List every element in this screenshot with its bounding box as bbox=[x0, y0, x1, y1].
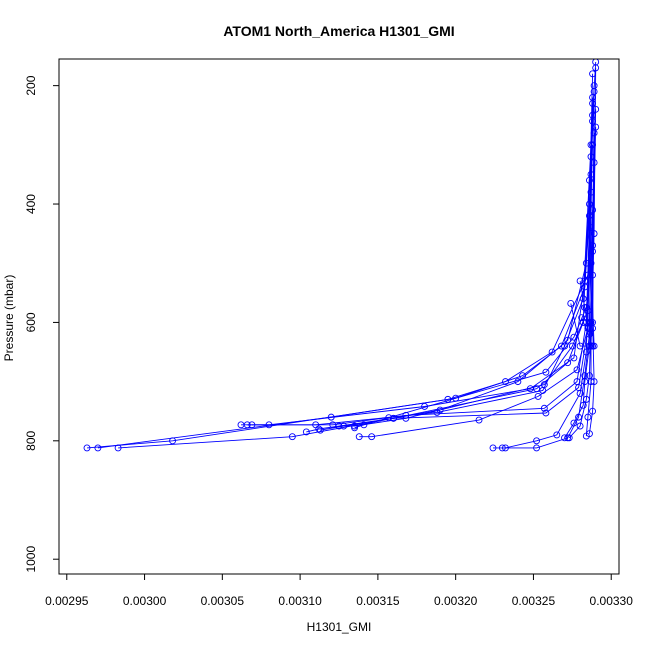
data-point bbox=[248, 421, 256, 429]
x-tick-label: 0.00295 bbox=[45, 594, 89, 608]
data-point bbox=[288, 433, 296, 441]
data-point bbox=[590, 230, 598, 238]
data-point bbox=[498, 444, 506, 452]
y-axis: 200 400 600 800 1000 bbox=[24, 75, 59, 573]
data-point bbox=[489, 444, 497, 452]
data-point bbox=[579, 401, 587, 409]
data-point bbox=[585, 176, 593, 184]
data-point bbox=[542, 368, 550, 376]
data-point bbox=[567, 300, 575, 307]
data-point bbox=[578, 314, 586, 322]
data-point bbox=[576, 277, 584, 285]
data-point bbox=[243, 421, 251, 429]
data-point bbox=[581, 304, 589, 312]
data-point bbox=[589, 247, 597, 255]
data-point bbox=[351, 424, 359, 432]
x-tick-label: 0.00305 bbox=[201, 594, 245, 608]
data-point bbox=[540, 404, 548, 412]
data-point bbox=[501, 378, 509, 386]
data-point bbox=[475, 416, 483, 424]
x-tick-label: 0.00310 bbox=[278, 594, 322, 608]
data-point bbox=[590, 88, 598, 96]
data-point bbox=[548, 348, 556, 356]
data-point bbox=[302, 428, 310, 436]
data-point bbox=[542, 409, 550, 417]
data-point bbox=[561, 434, 569, 442]
data-point bbox=[540, 381, 548, 389]
plot-area bbox=[83, 59, 600, 452]
data-point bbox=[592, 105, 600, 113]
x-tick-label: 0.00325 bbox=[512, 594, 556, 608]
data-point bbox=[83, 444, 91, 452]
data-point bbox=[576, 422, 584, 430]
data-point bbox=[592, 64, 600, 72]
data-point bbox=[315, 425, 323, 433]
chart-title: ATOM1 North_America H1301_GMI bbox=[223, 23, 454, 39]
data-point bbox=[589, 324, 597, 332]
data-point bbox=[570, 419, 578, 427]
data-point bbox=[564, 359, 572, 367]
data-point bbox=[402, 414, 410, 422]
y-tick-label: 600 bbox=[24, 312, 38, 332]
data-point bbox=[514, 378, 522, 386]
y-tick-label: 400 bbox=[24, 194, 38, 214]
plot-frame bbox=[58, 58, 620, 575]
series-line bbox=[579, 127, 597, 347]
data-point bbox=[590, 378, 598, 386]
x-axis: 0.00295 0.00300 0.00305 0.00310 0.00315 0.003… bbox=[45, 574, 633, 608]
data-point bbox=[579, 295, 587, 303]
data-point bbox=[592, 123, 600, 131]
data-point bbox=[335, 422, 343, 430]
x-tick-label: 0.00300 bbox=[123, 594, 167, 608]
y-tick-label: 1000 bbox=[24, 546, 38, 573]
data-point bbox=[584, 413, 592, 421]
data-point bbox=[570, 354, 578, 362]
data-point bbox=[553, 431, 561, 439]
y-axis-label: Pressure (mbar) bbox=[2, 275, 16, 362]
data-point bbox=[576, 390, 584, 397]
data-point bbox=[570, 333, 578, 341]
x-axis-label: H1301_GMI bbox=[307, 620, 372, 634]
data-point bbox=[351, 422, 359, 430]
y-tick-label: 200 bbox=[24, 75, 38, 95]
data-point bbox=[587, 342, 595, 350]
data-point bbox=[355, 433, 363, 441]
series-group bbox=[83, 59, 600, 452]
data-point bbox=[565, 434, 573, 442]
data-point bbox=[582, 348, 590, 356]
series-line bbox=[354, 245, 594, 429]
data-point bbox=[589, 407, 597, 415]
data-point bbox=[568, 342, 576, 350]
data-point bbox=[585, 430, 593, 438]
data-point bbox=[389, 414, 397, 422]
series-line bbox=[97, 97, 594, 449]
data-point bbox=[573, 366, 581, 374]
data-point bbox=[94, 444, 102, 452]
x-tick-label: 0.00320 bbox=[434, 594, 478, 608]
data-point bbox=[576, 342, 584, 350]
data-point bbox=[360, 421, 368, 429]
data-point bbox=[533, 437, 541, 445]
data-point bbox=[534, 392, 542, 400]
x-tick-label: 0.00315 bbox=[356, 594, 400, 608]
data-point bbox=[385, 414, 393, 422]
data-point bbox=[587, 259, 595, 267]
x-tick-label: 0.00330 bbox=[590, 594, 634, 608]
data-point bbox=[533, 444, 541, 452]
data-point bbox=[114, 444, 122, 452]
data-point bbox=[533, 385, 541, 393]
data-point bbox=[368, 433, 376, 441]
data-point bbox=[316, 426, 324, 434]
y-tick-label: 800 bbox=[24, 430, 38, 450]
